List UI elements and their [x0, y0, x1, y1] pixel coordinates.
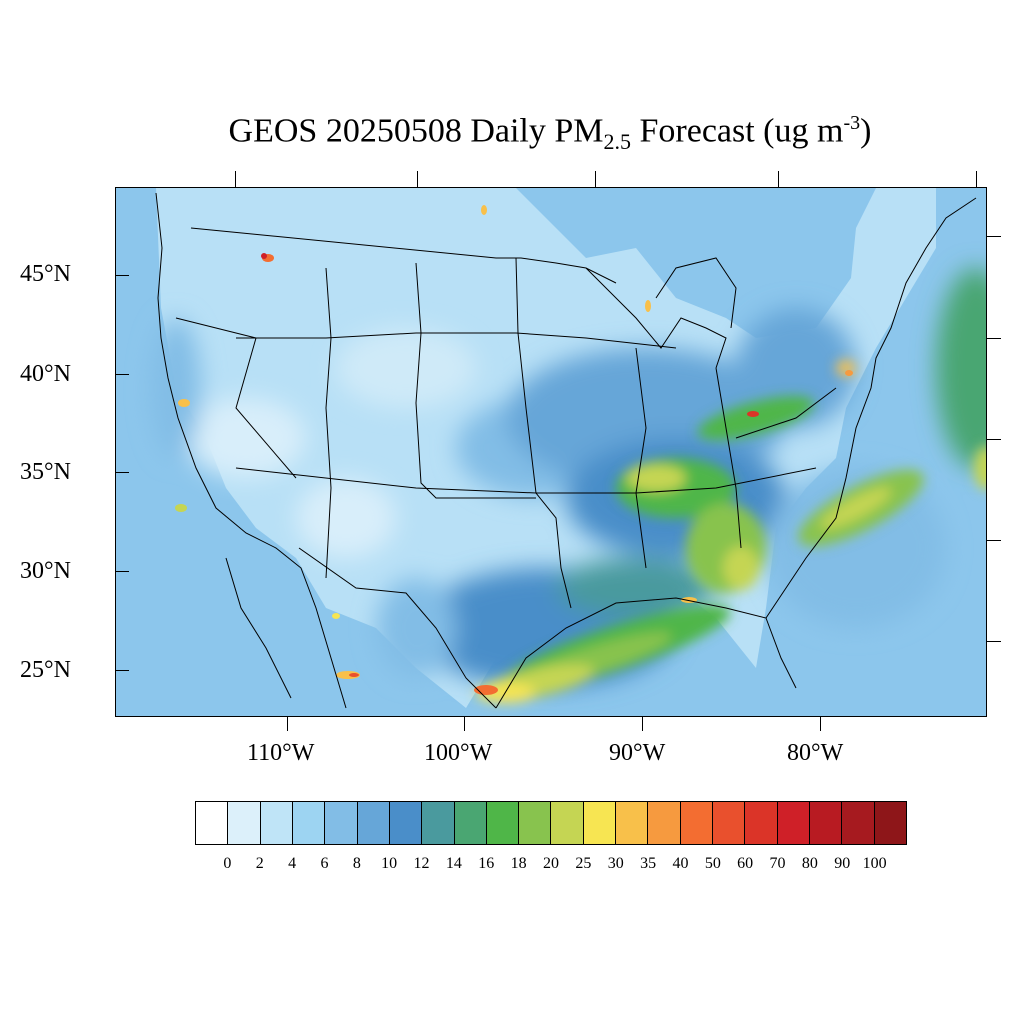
colorbar-label: 80 — [801, 855, 818, 872]
colorbar-label: 50 — [704, 855, 721, 872]
lat-label-45n: 45°N — [20, 261, 71, 287]
lat-label-30n: 30°N — [20, 558, 71, 584]
lon-label-110w: 110°W — [247, 740, 315, 766]
colorbar-label: 90 — [834, 855, 851, 872]
tick-top-3 — [595, 171, 596, 187]
colorbar — [195, 801, 907, 845]
map-title: GEOS 20250508 Daily PM2.5 Forecast (ug m… — [228, 112, 872, 155]
tick-left-35n — [115, 472, 129, 473]
tick-top-4 — [778, 171, 779, 187]
tick-left-25n — [115, 670, 129, 671]
tick-left-40n — [115, 374, 129, 375]
colorbar-label: 10 — [381, 855, 398, 872]
colorbar-label: 4 — [288, 855, 297, 872]
colorbar-swatch — [842, 802, 875, 844]
colorbar-swatch — [616, 802, 649, 844]
hotspots — [175, 205, 853, 695]
lon-label-100w: 100°W — [424, 740, 493, 766]
colorbar-swatch — [680, 802, 713, 844]
pm25-forecast-map — [115, 187, 987, 717]
colorbar-label: 16 — [478, 855, 495, 872]
colorbar-swatch — [357, 802, 390, 844]
colorbar-swatch — [228, 802, 261, 844]
lon-label-90w: 90°W — [609, 740, 666, 766]
colorbar-swatch — [874, 802, 906, 844]
colorbar-label: 20 — [543, 855, 559, 872]
tick-right-5 — [987, 641, 1001, 642]
colorbar-label: 35 — [640, 855, 657, 872]
colorbar-swatch — [454, 802, 487, 844]
map-canvas — [116, 188, 986, 716]
lon-label-80w: 80°W — [787, 740, 844, 766]
colorbar-swatch — [196, 802, 229, 844]
tick-bottom-100w — [464, 717, 465, 731]
colorbar-label: 0 — [223, 855, 232, 872]
colorbar-label: 14 — [445, 855, 462, 872]
colorbar-label: 60 — [737, 855, 754, 872]
colorbar-swatch — [648, 802, 681, 844]
colorbar-swatch — [777, 802, 810, 844]
lat-label-25n: 25°N — [20, 657, 71, 683]
tick-right-4 — [987, 540, 1001, 541]
colorbar-swatch — [745, 802, 778, 844]
colorbar-label: 30 — [607, 855, 624, 872]
colorbar-label: 12 — [413, 855, 430, 872]
tick-bottom-90w — [642, 717, 643, 731]
colorbar-swatch — [486, 802, 520, 844]
tick-left-45n — [115, 275, 129, 276]
tick-bottom-110w — [287, 717, 288, 731]
tick-right-2 — [987, 338, 1001, 339]
colorbar-swatch — [292, 802, 326, 844]
colorbar-label: 8 — [352, 855, 361, 872]
colorbar-label: 40 — [672, 855, 689, 872]
tick-left-30n — [115, 571, 129, 572]
tick-right-3 — [987, 439, 1001, 440]
colorbar-label: 100 — [862, 855, 887, 872]
colorbar-label: 2 — [255, 855, 264, 872]
tick-bottom-80w — [820, 717, 821, 731]
colorbar-swatch — [551, 802, 584, 844]
colorbar-label: 70 — [769, 855, 786, 872]
lat-label-40n: 40°N — [20, 361, 71, 387]
colorbar-swatch — [809, 802, 843, 844]
tick-right-1 — [987, 236, 1001, 237]
tick-top-1 — [235, 171, 236, 187]
colorbar-swatch — [713, 802, 746, 844]
colorbar-label: 25 — [575, 855, 592, 872]
tick-top-5 — [976, 171, 977, 187]
colorbar-swatch — [260, 802, 293, 844]
colorbar-swatch — [389, 802, 423, 844]
boundaries — [155, 192, 977, 709]
tick-top-2 — [417, 171, 418, 187]
colorbar-swatch — [583, 802, 617, 844]
colorbar-swatch — [325, 802, 358, 844]
lat-label-35n: 35°N — [20, 459, 71, 485]
colorbar-label: 6 — [320, 855, 329, 872]
colorbar-label: 18 — [510, 855, 527, 872]
colorbar-swatch — [422, 802, 455, 844]
colorbar-swatch — [519, 802, 552, 844]
